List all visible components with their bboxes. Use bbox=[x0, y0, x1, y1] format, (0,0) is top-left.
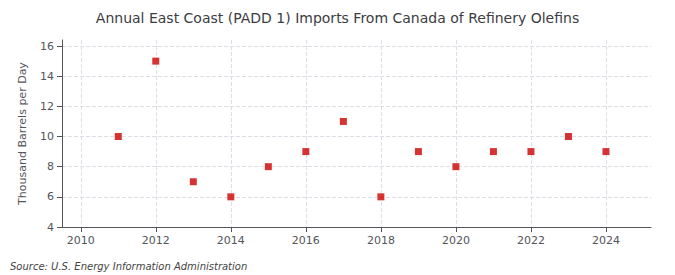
svg-text:2016: 2016 bbox=[292, 234, 320, 247]
svg-text:10: 10 bbox=[40, 130, 54, 143]
svg-text:12: 12 bbox=[40, 100, 54, 113]
svg-text:2014: 2014 bbox=[217, 234, 245, 247]
svg-text:6: 6 bbox=[47, 190, 54, 203]
svg-text:2022: 2022 bbox=[517, 234, 545, 247]
svg-text:2010: 2010 bbox=[67, 234, 95, 247]
svg-text:2020: 2020 bbox=[442, 234, 470, 247]
svg-text:2012: 2012 bbox=[142, 234, 170, 247]
svg-text:Annual East Coast (PADD 1) Imp: Annual East Coast (PADD 1) Imports From … bbox=[96, 10, 579, 26]
svg-text:8: 8 bbox=[47, 160, 54, 173]
svg-text:Thousand Barrels per Day: Thousand Barrels per Day bbox=[16, 62, 29, 206]
svg-text:4: 4 bbox=[47, 221, 54, 234]
svg-text:2024: 2024 bbox=[592, 234, 620, 247]
svg-text:Source: U.S. Energy Informatio: Source: U.S. Energy Information Administ… bbox=[10, 261, 247, 272]
svg-text:14: 14 bbox=[40, 70, 54, 83]
svg-text:2018: 2018 bbox=[367, 234, 395, 247]
svg-text:16: 16 bbox=[40, 40, 54, 53]
